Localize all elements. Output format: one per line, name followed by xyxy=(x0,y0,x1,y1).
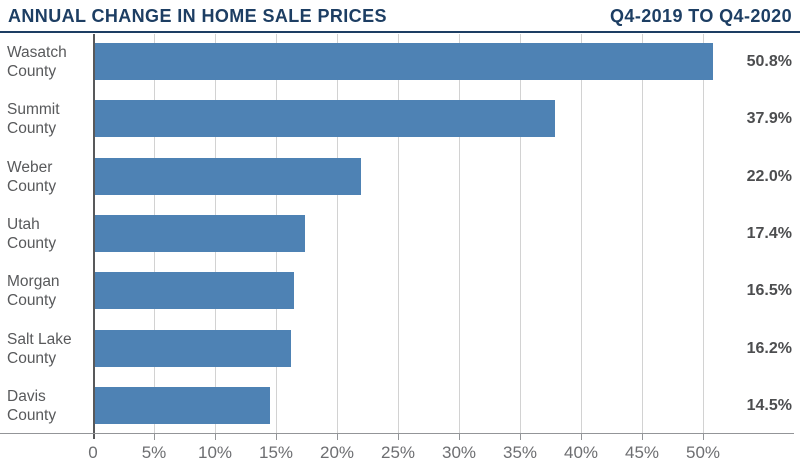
bar xyxy=(93,43,713,80)
gridline xyxy=(459,34,460,433)
axis-tick xyxy=(154,434,155,440)
category-label-line: County xyxy=(7,119,57,137)
axis-tick xyxy=(520,434,521,440)
axis-tick xyxy=(459,434,460,440)
axis-tick xyxy=(703,434,704,440)
x-tick-label: 30% xyxy=(441,443,477,462)
category-label-line: Salt Lake xyxy=(7,330,72,348)
value-label: 37.9% xyxy=(746,110,792,127)
category-label-line: County xyxy=(7,234,57,252)
x-tick-label: 10% xyxy=(197,443,233,462)
y-axis-line xyxy=(93,34,95,439)
category-label-line: County xyxy=(7,349,57,367)
x-tick-label: 50% xyxy=(685,443,721,462)
category-label-line: Utah xyxy=(7,215,40,233)
axis-tick xyxy=(642,434,643,440)
axis-tick xyxy=(398,434,399,440)
gridline xyxy=(337,34,338,433)
category-label: Davis County xyxy=(7,387,93,424)
x-tick-label: 25% xyxy=(380,443,416,462)
x-tick-label: 35% xyxy=(502,443,538,462)
value-label: 16.5% xyxy=(746,282,792,299)
category-label: Morgan County xyxy=(7,272,93,309)
x-tick-label: 45% xyxy=(624,443,660,462)
category-label-line: Summit xyxy=(7,100,60,118)
gridline xyxy=(520,34,521,433)
x-tick-label: 0 xyxy=(88,443,98,462)
bar xyxy=(93,272,294,309)
category-label: Summit County xyxy=(7,100,93,137)
category-label: Salt Lake County xyxy=(7,330,93,367)
value-label: 22.0% xyxy=(746,168,792,185)
axis-tick xyxy=(276,434,277,440)
bar xyxy=(93,215,305,252)
value-label: 17.4% xyxy=(746,225,792,242)
category-label-line: Morgan xyxy=(7,272,60,290)
category-label: Weber County xyxy=(7,158,93,195)
bar xyxy=(93,158,361,195)
x-tick-label: 40% xyxy=(563,443,599,462)
axis-tick xyxy=(581,434,582,440)
x-tick-label: 5% xyxy=(141,443,167,462)
x-axis-line xyxy=(0,433,794,434)
category-label-line: Davis xyxy=(7,387,46,405)
x-tick-label: 15% xyxy=(258,443,294,462)
category-label-line: County xyxy=(7,291,57,309)
x-tick-label: 20% xyxy=(319,443,355,462)
gridline xyxy=(642,34,643,433)
value-label: 50.8% xyxy=(746,53,792,70)
category-label: Wasatch County xyxy=(7,43,93,80)
category-label: Utah County xyxy=(7,215,93,252)
category-label-line: Wasatch xyxy=(7,43,67,61)
chart-period-label: Q4-2019 TO Q4-2020 xyxy=(610,6,792,26)
bar xyxy=(93,387,270,424)
gridline xyxy=(581,34,582,433)
category-label-line: County xyxy=(7,406,57,424)
header-divider xyxy=(0,31,800,33)
axis-tick xyxy=(337,434,338,440)
gridline xyxy=(703,34,704,433)
bar xyxy=(93,100,555,137)
category-label-line: County xyxy=(7,177,57,195)
bar xyxy=(93,330,291,367)
category-label-line: County xyxy=(7,62,57,80)
value-label: 14.5% xyxy=(746,397,792,414)
gridline xyxy=(398,34,399,433)
value-label: 16.2% xyxy=(746,340,792,357)
category-label-line: Weber xyxy=(7,158,53,176)
chart-title: ANNUAL CHANGE IN HOME SALE PRICES xyxy=(8,6,387,26)
axis-tick xyxy=(215,434,216,440)
